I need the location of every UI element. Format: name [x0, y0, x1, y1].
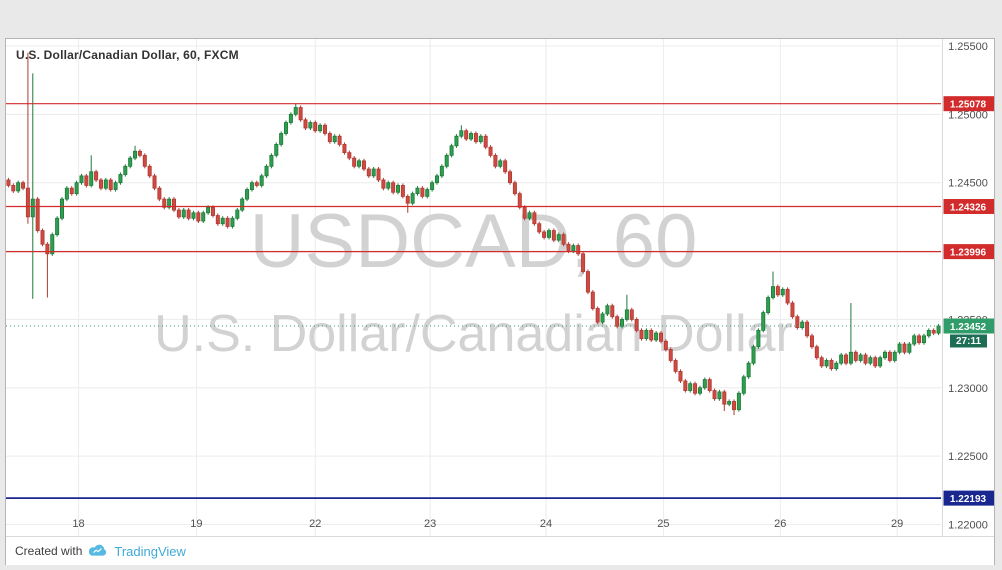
svg-text:1.23000: 1.23000	[948, 383, 988, 395]
time-label: 19	[190, 518, 202, 530]
time-label: 29	[891, 518, 903, 530]
svg-text:1.25000: 1.25000	[948, 109, 988, 121]
svg-text:1.22500: 1.22500	[948, 451, 988, 463]
time-label: 22	[309, 518, 321, 530]
bar-countdown-bg	[950, 334, 987, 348]
bar-countdown: 27:11	[956, 336, 981, 347]
chart-area[interactable]: USDCAD, 60 U.S. Dollar/Canadian Dollar 1.2…	[6, 39, 994, 536]
price-labels: 1.25078 1.24326 1.23996 1.22193 1.23452 27:11	[943, 96, 994, 506]
svg-text:1.23996: 1.23996	[950, 248, 987, 259]
svg-text:1.22193: 1.22193	[950, 494, 987, 505]
chart-card: USDCAD, 60 U.S. Dollar/Canadian Dollar 1.2…	[5, 38, 995, 565]
footer: Created with TradingView	[6, 536, 994, 565]
time-label: 23	[424, 518, 436, 530]
svg-text:1.24500: 1.24500	[948, 178, 988, 190]
price-label-resistance	[943, 244, 994, 260]
time-label: 18	[72, 518, 84, 530]
time-label: 24	[540, 518, 552, 530]
time-label: 26	[774, 518, 786, 530]
svg-text:1.24326: 1.24326	[950, 202, 987, 213]
created-with-text: Created with	[15, 544, 83, 558]
candlestick-chart[interactable]: USDCAD, 60 U.S. Dollar/Canadian Dollar 1.2…	[6, 39, 994, 536]
grid	[6, 39, 941, 536]
svg-text:1.25500: 1.25500	[948, 41, 988, 53]
level-lines[interactable]	[6, 103, 941, 500]
last-price-label-bg	[943, 318, 994, 334]
svg-text:1.25078: 1.25078	[950, 100, 987, 111]
candles-layer[interactable]	[6, 52, 941, 416]
price-label-support	[943, 490, 994, 506]
watermark: USDCAD, 60 U.S. Dollar/Canadian Dollar	[154, 199, 793, 363]
last-price-label: 1.23452	[950, 322, 987, 333]
watermark-name: U.S. Dollar/Canadian Dollar	[154, 305, 793, 363]
price-axis[interactable]: 1.255001.250001.245001.240001.235001.230…	[948, 41, 988, 532]
watermark-symbol: USDCAD, 60	[250, 199, 698, 284]
price-label-resistance	[943, 96, 994, 112]
svg-text:1.22000: 1.22000	[948, 520, 988, 532]
time-axis[interactable]: 18 19 22 23 24 25 26 29	[72, 518, 903, 530]
price-label-resistance	[943, 198, 994, 214]
tradingview-link[interactable]: TradingView	[114, 543, 186, 559]
time-label: 25	[657, 518, 669, 530]
tradingview-logo-icon[interactable]	[87, 544, 109, 559]
chart-legend[interactable]: U.S. Dollar/Canadian Dollar, 60, FXCM	[16, 48, 239, 62]
